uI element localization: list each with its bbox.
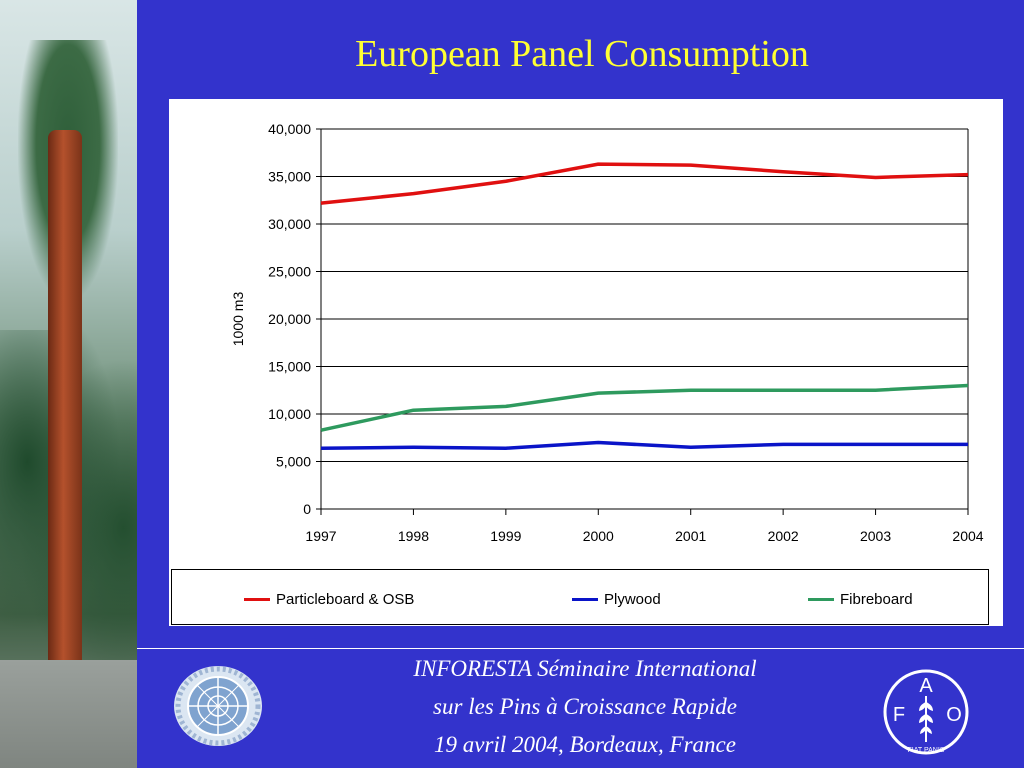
series-line-2	[320, 383, 969, 432]
y-tick-label: 20,000	[268, 311, 311, 327]
footer-text: INFORESTA Séminaire International sur le…	[300, 650, 870, 764]
chart-panel: 0 5,000 10,000 15,000 20,000 25,000 30,000 35,0…	[169, 99, 1003, 626]
fao-letter-a: A	[919, 675, 933, 697]
legend-item-plywood: Plywood	[572, 590, 661, 608]
x-tick-label: 2001	[675, 528, 706, 544]
legend-swatch-particleboard	[244, 597, 270, 601]
slide-title: European Panel Consumption	[355, 33, 809, 75]
footer-line-subtitle: sur les Pins à Croissance Rapide	[433, 694, 737, 719]
fao-letter-f: F	[893, 704, 905, 726]
x-tick-label: 1997	[305, 528, 336, 544]
footer-divider	[137, 648, 1024, 649]
legend-item-fibreboard: Fibreboard	[808, 590, 913, 608]
series-line-1	[320, 440, 968, 450]
series-line-0	[320, 162, 969, 205]
chart-legend: Particleboard & OSB Plywood Fibreboard	[171, 569, 989, 625]
x-tick-label: 2000	[583, 528, 614, 544]
redwood-photo	[0, 0, 137, 768]
footer-line-event: INFORESTA Séminaire International	[413, 656, 757, 681]
y-tick-label: 15,000	[268, 359, 311, 375]
legend-label-fibreboard: Fibreboard	[840, 590, 913, 608]
y-tick-label: 30,000	[268, 216, 311, 232]
legend-swatch-fibreboard	[808, 597, 834, 601]
y-axis-label: 1000 m3	[230, 292, 246, 347]
y-tick-label: 35,000	[268, 169, 311, 185]
road	[0, 660, 137, 768]
y-tick-label: 40,000	[268, 121, 311, 137]
redwood-trunk	[48, 130, 82, 720]
y-tick-label: 0	[303, 501, 311, 517]
fao-motto: FIAT PANIS	[908, 747, 945, 754]
fao-letter-o: O	[946, 704, 962, 726]
footer-line-date-place: 19 avril 2004, Bordeaux, France	[434, 732, 736, 757]
legend-swatch-plywood	[572, 597, 598, 601]
legend-label-plywood: Plywood	[604, 590, 661, 608]
x-tick-label: 2003	[860, 528, 891, 544]
x-tick-label: 1999	[490, 528, 521, 544]
x-tick-label: 2002	[768, 528, 799, 544]
legend-item-particleboard: Particleboard & OSB	[244, 590, 414, 608]
fao-logo-icon: A F O FIAT PANIS	[883, 669, 969, 755]
y-tick-label: 10,000	[268, 406, 311, 422]
un-emblem-icon	[174, 666, 262, 746]
x-tick-label: 2004	[952, 528, 983, 544]
line-chart: 0 5,000 10,000 15,000 20,000 25,000 30,000 35,0…	[230, 121, 984, 544]
legend-label-particleboard: Particleboard & OSB	[276, 590, 415, 608]
y-tick-label: 5,000	[276, 454, 311, 470]
y-tick-label: 25,000	[268, 264, 311, 280]
x-tick-label: 1998	[398, 528, 429, 544]
